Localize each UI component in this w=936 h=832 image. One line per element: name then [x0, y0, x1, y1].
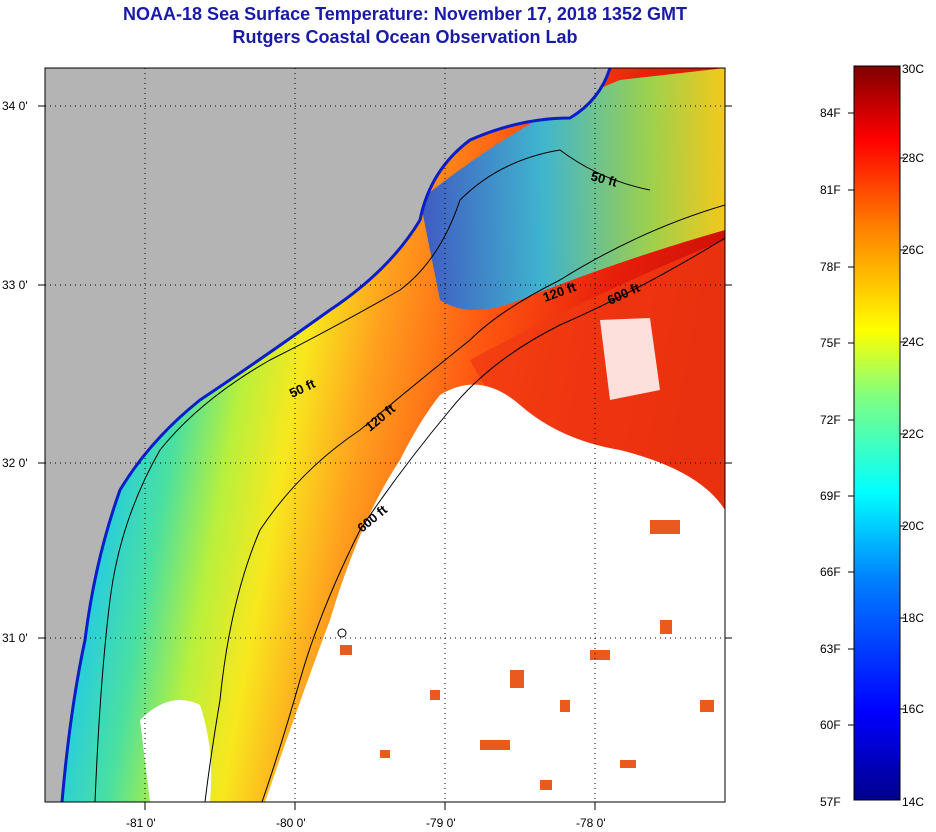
map-title: NOAA-18 Sea Surface Temperature: Novembe… — [123, 4, 687, 24]
colorbar-f-69: 69F — [820, 489, 841, 503]
cloud-mask-main — [265, 384, 725, 802]
lon-label-79: -79 0' — [426, 816, 456, 830]
colorbar-f-72: 72F — [820, 413, 841, 427]
contour-50ft — [94, 149, 651, 802]
colorbar-f-57: 57F — [820, 795, 841, 809]
colorbar-c-14: 14C — [902, 795, 925, 809]
warm-pixel-specks — [340, 520, 714, 790]
lon-label-81: -81 0' — [126, 816, 156, 830]
gulf-stream-warm-water — [470, 240, 725, 520]
lon-label-80: -80 0' — [276, 816, 306, 830]
map-plot-area — [45, 68, 725, 802]
colorbar-f-81: 81F — [820, 183, 841, 197]
colorbar-f-84: 84F — [820, 106, 841, 120]
colorbar-c-24: 24C — [902, 335, 925, 349]
colorbar-ticks — [848, 112, 906, 726]
colorbar-f-66: 66F — [820, 565, 841, 579]
cloud-mask-south — [140, 700, 212, 802]
coastline — [60, 68, 612, 802]
colorbar-f-78: 78F — [820, 260, 841, 274]
colorbar — [853, 65, 901, 801]
graticule — [45, 68, 725, 802]
northern-cool-water — [420, 68, 725, 310]
cloud-patch — [600, 318, 660, 400]
colorbar-c-16: 16C — [902, 702, 925, 716]
colorbar-f-75: 75F — [820, 336, 841, 350]
lat-label-34: 34 0' — [2, 99, 28, 113]
colorbar-c-28: 28C — [902, 151, 925, 165]
axis-ticks — [38, 105, 732, 810]
lat-label-33: 33 0' — [2, 278, 28, 292]
colorbar-c-20: 20C — [902, 519, 925, 533]
colorbar-c-26: 26C — [902, 243, 925, 257]
contour-600ft — [261, 237, 725, 802]
lat-label-31: 31 0' — [2, 631, 28, 645]
label-50ft-north: 50 ft — [589, 168, 619, 190]
lon-label-78: -78 0' — [576, 816, 606, 830]
plot-frame — [44, 67, 726, 803]
contour-120ft — [204, 204, 725, 802]
land-mass — [45, 68, 610, 802]
colorbar-f-63: 63F — [820, 642, 841, 656]
lat-label-32: 32 0' — [2, 456, 28, 470]
colorbar-c-18: 18C — [902, 611, 925, 625]
colorbar-c-30: 30C — [902, 62, 925, 76]
colorbar-f-60: 60F — [820, 718, 841, 732]
colorbar-c-22: 22C — [902, 427, 925, 441]
contour-ring — [337, 628, 347, 638]
map-subtitle: Rutgers Coastal Ocean Observation Lab — [232, 27, 578, 47]
